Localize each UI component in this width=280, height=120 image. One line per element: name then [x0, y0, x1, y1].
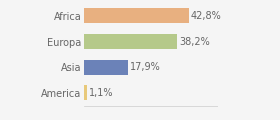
Bar [84, 60, 128, 75]
Text: 38,2%: 38,2% [179, 36, 210, 47]
Text: 42,8%: 42,8% [191, 11, 221, 21]
Bar [84, 85, 87, 100]
Text: 1,1%: 1,1% [89, 88, 113, 98]
Bar [84, 34, 177, 49]
Bar [84, 8, 189, 23]
Text: 17,9%: 17,9% [130, 62, 160, 72]
